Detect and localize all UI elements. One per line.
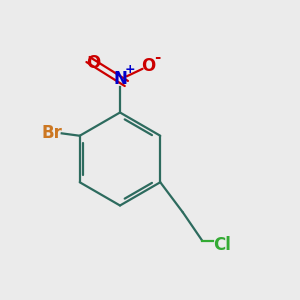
Text: Br: Br	[42, 124, 63, 142]
Text: -: -	[154, 50, 161, 65]
Text: +: +	[124, 63, 135, 76]
Text: O: O	[86, 54, 101, 72]
Text: O: O	[141, 57, 156, 75]
Text: N: N	[113, 70, 127, 88]
Text: Cl: Cl	[213, 236, 231, 254]
